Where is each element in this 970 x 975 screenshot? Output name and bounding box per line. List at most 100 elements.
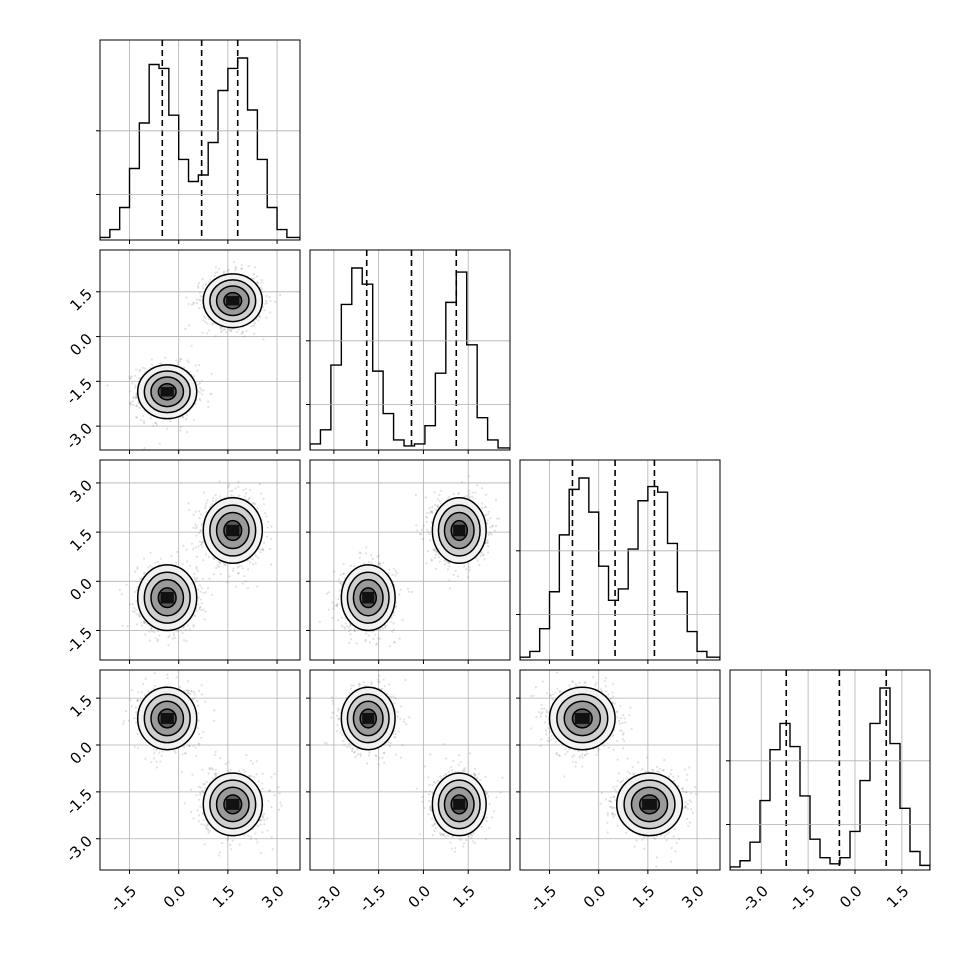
sample-point bbox=[196, 526, 198, 528]
sample-point bbox=[354, 629, 356, 631]
sample-point bbox=[200, 299, 202, 301]
sample-point bbox=[255, 562, 257, 564]
sample-point bbox=[400, 589, 402, 591]
sample-point bbox=[135, 385, 137, 387]
panel-frame bbox=[100, 250, 300, 450]
sample-point bbox=[153, 631, 155, 633]
sample-point bbox=[242, 582, 244, 584]
sample-point bbox=[211, 373, 213, 375]
sample-point bbox=[350, 638, 352, 640]
sample-point bbox=[208, 281, 210, 283]
sample-point bbox=[359, 552, 361, 554]
sample-point bbox=[269, 548, 271, 550]
sample-point bbox=[215, 500, 217, 502]
sample-point bbox=[133, 607, 135, 609]
sample-point bbox=[185, 629, 187, 631]
sample-point bbox=[159, 443, 161, 445]
sample-point bbox=[372, 638, 374, 640]
sample-point bbox=[260, 493, 262, 495]
sample-point bbox=[200, 599, 202, 601]
sample-point bbox=[209, 393, 211, 395]
sample-point bbox=[265, 300, 267, 302]
sample-point bbox=[252, 563, 254, 565]
sample-point bbox=[202, 285, 204, 287]
sample-point bbox=[142, 415, 144, 417]
sample-point bbox=[132, 404, 134, 406]
sample-point bbox=[206, 332, 208, 334]
sample-point bbox=[468, 475, 470, 477]
sample-point bbox=[235, 586, 237, 588]
sample-point bbox=[242, 331, 244, 333]
sample-point bbox=[180, 429, 182, 431]
sample-point bbox=[200, 609, 202, 611]
sample-point bbox=[365, 633, 367, 635]
sample-point bbox=[195, 523, 197, 525]
sample-point bbox=[172, 638, 174, 640]
sample-point bbox=[395, 606, 397, 608]
sample-point bbox=[337, 598, 339, 600]
sample-point bbox=[202, 541, 204, 543]
sample-point bbox=[349, 625, 351, 627]
sample-point bbox=[393, 629, 395, 631]
sample-point bbox=[134, 591, 136, 593]
sample-point bbox=[337, 619, 339, 621]
sample-point bbox=[339, 590, 341, 592]
sample-point bbox=[256, 585, 258, 587]
sample-point bbox=[319, 621, 321, 623]
sample-point bbox=[425, 496, 427, 498]
sample-point bbox=[150, 417, 152, 419]
sample-point bbox=[215, 494, 217, 496]
sample-point bbox=[469, 497, 471, 499]
sample-point bbox=[253, 325, 255, 327]
sample-point bbox=[254, 322, 256, 324]
sample-point bbox=[238, 572, 240, 574]
sample-point bbox=[202, 578, 204, 580]
sample-point bbox=[203, 592, 205, 594]
panel-content bbox=[319, 475, 501, 647]
sample-point bbox=[193, 375, 195, 377]
sample-point bbox=[395, 570, 397, 572]
sample-point bbox=[377, 637, 379, 639]
sample-point bbox=[486, 539, 488, 541]
sample-point bbox=[134, 375, 136, 377]
sample-point bbox=[189, 629, 191, 631]
sample-point bbox=[257, 557, 259, 559]
sample-point bbox=[244, 495, 246, 497]
sample-point bbox=[438, 556, 440, 558]
sample-point bbox=[234, 487, 236, 489]
sample-point bbox=[328, 609, 330, 611]
scatter-panel bbox=[96, 250, 300, 454]
sample-point bbox=[208, 329, 210, 331]
sample-point bbox=[247, 587, 249, 589]
sample-point bbox=[214, 272, 216, 274]
sample-point bbox=[180, 358, 182, 360]
sample-point bbox=[238, 328, 240, 330]
histogram-step bbox=[100, 58, 300, 240]
sample-point bbox=[181, 563, 183, 565]
sample-point bbox=[231, 490, 233, 492]
sample-point bbox=[205, 502, 207, 504]
sample-point bbox=[220, 573, 222, 575]
sample-point bbox=[220, 331, 222, 333]
sample-point bbox=[207, 587, 209, 589]
sample-point bbox=[388, 572, 390, 574]
panel-frame bbox=[100, 40, 300, 240]
sample-point bbox=[481, 487, 483, 489]
sample-point bbox=[183, 639, 185, 641]
sample-point bbox=[200, 591, 202, 593]
sample-point bbox=[487, 519, 489, 521]
sample-point bbox=[256, 507, 258, 509]
sample-point bbox=[195, 535, 197, 537]
sample-point bbox=[232, 567, 234, 569]
sample-point bbox=[394, 575, 396, 577]
sample-point bbox=[107, 384, 109, 386]
sample-point bbox=[251, 325, 253, 327]
sample-point bbox=[399, 638, 401, 640]
sample-point bbox=[393, 568, 395, 570]
sample-point bbox=[150, 627, 152, 629]
sample-point bbox=[195, 568, 197, 570]
sample-point bbox=[208, 556, 210, 558]
sample-point bbox=[200, 513, 202, 515]
sample-point bbox=[382, 562, 384, 564]
